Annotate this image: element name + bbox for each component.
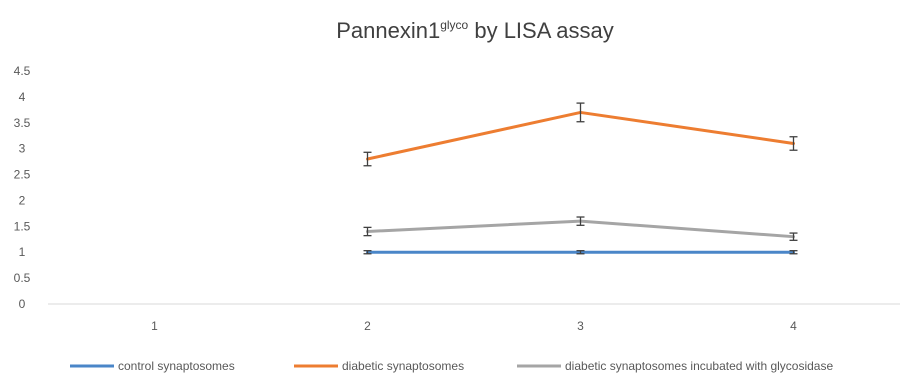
error-bar [363, 151, 372, 167]
chart-title-suffix: by LISA assay [468, 18, 614, 43]
y-tick-label: 1.5 [14, 219, 31, 233]
y-tick-label: 2.5 [14, 168, 31, 182]
legend-label: diabetic synaptosomes [342, 359, 464, 373]
error-bar [789, 250, 798, 255]
legend-label: diabetic synaptosomes incubated with gly… [565, 359, 833, 373]
chart-title-superscript: glyco [440, 18, 468, 32]
x-tick-label: 2 [364, 319, 371, 333]
y-tick-label: 3.5 [14, 116, 31, 130]
y-tick-label: 3 [19, 142, 26, 156]
legend-label: control synaptosomes [118, 359, 235, 373]
y-axis-ticks: 0 0.5 1 1.5 2 2.5 3 3.5 4 4.5 [14, 64, 31, 311]
y-tick-label: 0 [19, 297, 26, 311]
error-bar [363, 226, 372, 237]
x-tick-label: 4 [790, 319, 797, 333]
x-tick-label: 1 [151, 319, 158, 333]
error-bar [576, 216, 585, 226]
y-tick-label: 2 [19, 193, 26, 207]
series-lines [363, 102, 798, 255]
x-tick-label: 3 [577, 319, 584, 333]
y-tick-label: 1 [19, 245, 26, 259]
error-bar [576, 102, 585, 123]
y-tick-label: 0.5 [14, 271, 31, 285]
y-tick-label: 4 [19, 90, 26, 104]
error-bar [576, 250, 585, 255]
y-tick-label: 4.5 [14, 64, 31, 78]
legend: control synaptosomes diabetic synaptosome… [70, 359, 833, 373]
x-axis-ticks: 1 2 3 4 [151, 319, 797, 333]
error-bar [789, 136, 798, 151]
error-bar [363, 250, 372, 255]
error-bar [789, 232, 798, 241]
chart-title: Pannexin1glyco by LISA assay [336, 18, 614, 43]
chart-title-main: Pannexin1 [336, 18, 440, 43]
